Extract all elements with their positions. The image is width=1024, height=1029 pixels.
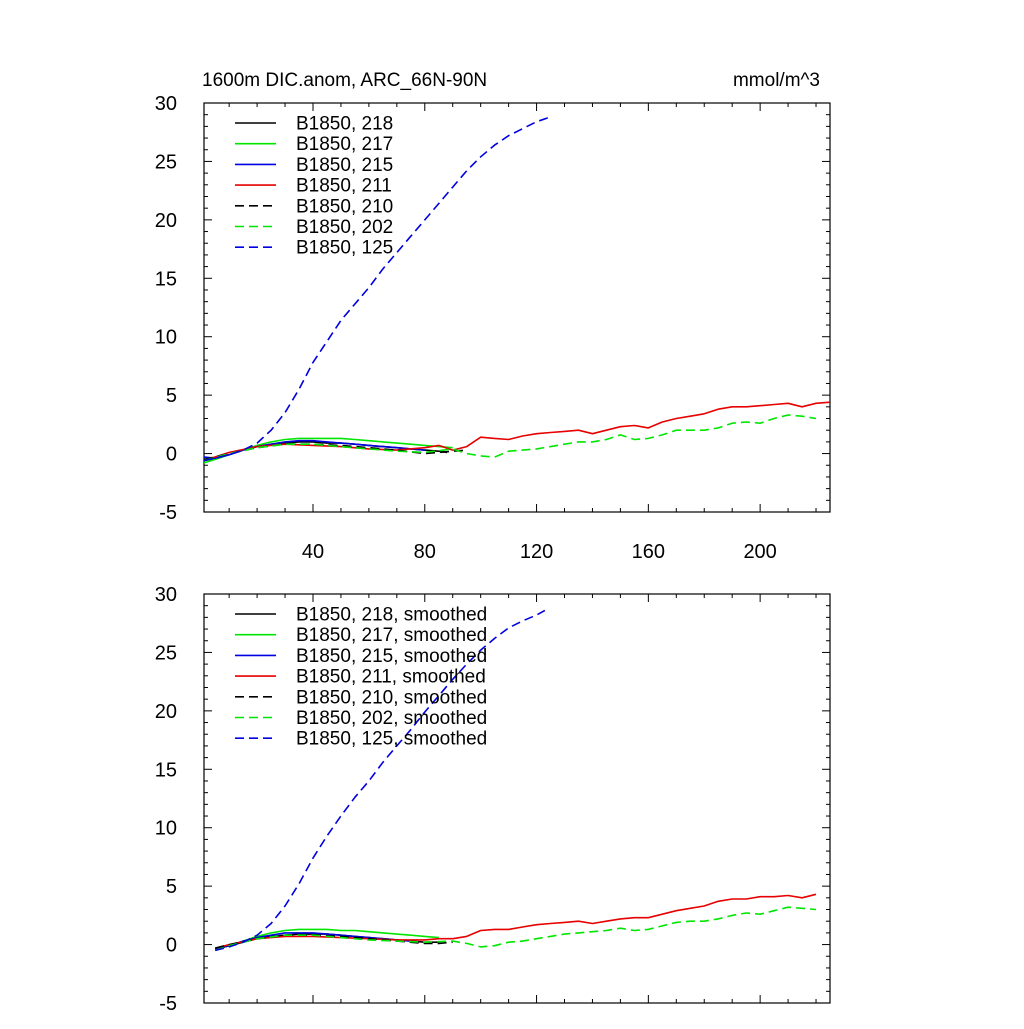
y-tick-label: 10 <box>155 818 177 840</box>
y-tick-label: 20 <box>155 210 177 232</box>
y-tick-label: 5 <box>166 385 177 407</box>
series-line <box>215 609 546 952</box>
series-group <box>204 116 830 464</box>
y-tick-label: 30 <box>155 584 177 606</box>
x-tick-label: 80 <box>414 541 436 563</box>
y-tick-label: 25 <box>155 151 177 173</box>
y-tick-label: -5 <box>159 993 177 1015</box>
units-label: mmol/m^3 <box>733 70 820 91</box>
y-tick-label: 0 <box>166 935 177 957</box>
x-tick-label: 40 <box>302 541 324 563</box>
legend-label: B1850, 210, smoothed <box>296 687 487 708</box>
y-tick-label: 0 <box>166 444 177 466</box>
legend-label: B1850, 217 <box>296 134 393 155</box>
legend-label: B1850, 211, smoothed <box>296 667 486 688</box>
legend-label: B1850, 125 <box>296 238 393 259</box>
plot-frame <box>203 593 831 1004</box>
y-tick-label: 30 <box>155 93 177 115</box>
legend-label: B1850, 210 <box>296 196 393 217</box>
legend-label: B1850, 125, smoothed <box>296 729 487 750</box>
legend-label: B1850, 215, smoothed <box>296 646 487 667</box>
legend-label: B1850, 217, smoothed <box>296 625 487 646</box>
chart-title: 1600m DIC.anom, ARC_66N-90N <box>202 70 487 91</box>
series-line <box>214 906 817 952</box>
y-tick-label: 10 <box>155 327 177 349</box>
x-tick-label: 200 <box>743 541 776 563</box>
x-tick-label: 120 <box>520 541 553 563</box>
series-line <box>215 893 817 949</box>
y-tick-label: 5 <box>166 876 177 898</box>
plot-frame <box>203 102 831 513</box>
legend-label: B1850, 211 <box>296 176 392 197</box>
series-line <box>204 414 817 462</box>
y-tick-label: 25 <box>155 642 177 664</box>
y-tick-label: 15 <box>155 759 177 781</box>
series-line <box>204 401 830 462</box>
y-tick-label: 20 <box>155 701 177 723</box>
y-tick-label: -5 <box>159 502 177 524</box>
legend-label: B1850, 215 <box>296 155 393 176</box>
legend-label: B1850, 202, smoothed <box>296 708 487 729</box>
x-tick-label: 160 <box>632 541 665 563</box>
legend-label: B1850, 218, smoothed <box>296 605 487 626</box>
series-line <box>204 116 551 462</box>
y-tick-label: 15 <box>155 268 177 290</box>
legend-label: B1850, 218 <box>296 114 393 135</box>
legend-label: B1850, 202 <box>296 217 393 238</box>
series-group <box>214 609 817 952</box>
